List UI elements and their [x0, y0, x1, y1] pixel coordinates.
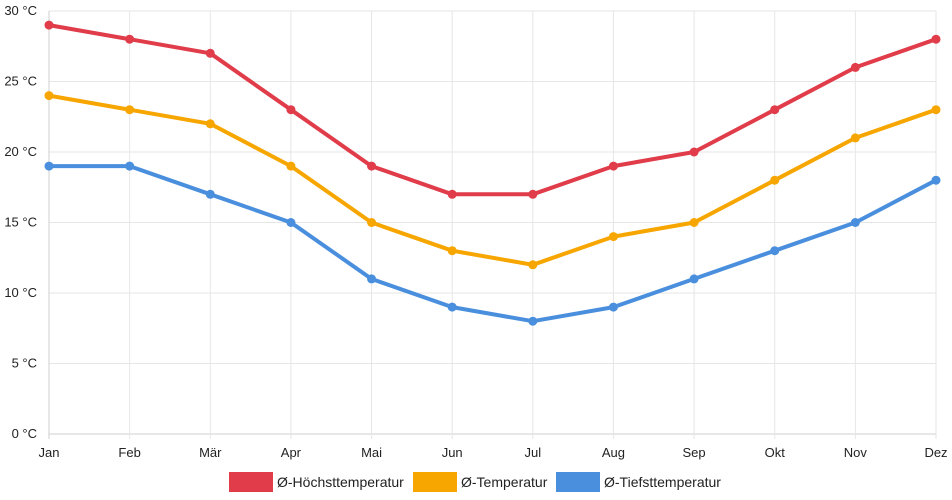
legend-label: Ø-Tiefsttemperatur	[604, 474, 721, 490]
data-point[interactable]	[205, 189, 215, 199]
x-tick-label: Okt	[765, 445, 786, 460]
legend-swatch	[413, 472, 457, 492]
series-line	[47, 164, 938, 324]
data-point[interactable]	[44, 91, 54, 101]
data-point[interactable]	[447, 189, 457, 199]
axis-layer: 0 °C 5 °C 10 °C 15 °C 20 °C 25 °C 30 °C Jan Feb M…	[4, 3, 947, 460]
data-point[interactable]	[689, 147, 699, 157]
legend-label: Ø-Höchsttemperatur	[277, 474, 404, 490]
data-point[interactable]	[528, 260, 538, 270]
x-tick-label: Mai	[361, 445, 382, 460]
data-point[interactable]	[528, 316, 538, 326]
data-point[interactable]	[286, 161, 296, 171]
data-point[interactable]	[44, 161, 54, 171]
x-tick-label: Mär	[199, 445, 222, 460]
data-point[interactable]	[447, 246, 457, 256]
y-tick-label: 15 °C	[4, 215, 37, 230]
legend-swatch	[556, 472, 600, 492]
x-tick-label: Dez	[924, 445, 947, 460]
grid-layer	[48, 10, 937, 439]
legend-swatch	[229, 472, 273, 492]
x-tick-label: Sep	[683, 445, 706, 460]
x-tick-label: Jul	[525, 445, 542, 460]
y-tick-label: 25 °C	[4, 74, 37, 89]
data-point[interactable]	[125, 161, 135, 171]
data-point[interactable]	[850, 133, 860, 143]
legend-item-3[interactable]: Ø-Tiefsttemperatur	[556, 472, 721, 492]
y-tick-label: 10 °C	[4, 285, 37, 300]
data-point[interactable]	[367, 218, 377, 227]
data-point[interactable]	[770, 175, 780, 185]
legend: Ø-Höchsttemperatur Ø-Temperatur Ø-Tiefstte…	[229, 472, 721, 492]
legend-label: Ø-Temperatur	[461, 474, 548, 490]
data-point[interactable]	[528, 189, 538, 199]
data-point[interactable]	[850, 62, 860, 72]
x-tick-label: Nov	[844, 445, 868, 460]
data-point[interactable]	[850, 218, 860, 227]
y-tick-label: 0 °C	[12, 426, 37, 441]
data-point[interactable]	[931, 175, 941, 185]
data-point[interactable]	[125, 105, 135, 115]
data-point[interactable]	[125, 34, 135, 44]
series-line	[47, 93, 938, 267]
data-point[interactable]	[689, 218, 699, 227]
y-tick-label: 30 °C	[4, 3, 37, 18]
x-tick-label: Jan	[39, 445, 60, 460]
data-point[interactable]	[44, 20, 54, 30]
series-2	[44, 91, 941, 270]
data-point[interactable]	[608, 232, 618, 242]
data-point[interactable]	[367, 274, 377, 284]
x-tick-label: Jun	[442, 445, 463, 460]
data-point[interactable]	[205, 48, 215, 58]
data-point[interactable]	[608, 302, 618, 312]
data-point[interactable]	[931, 105, 941, 115]
series-1	[44, 20, 941, 199]
data-point[interactable]	[931, 34, 941, 44]
data-point[interactable]	[770, 105, 780, 115]
y-tick-label: 20 °C	[4, 144, 37, 159]
data-point[interactable]	[447, 302, 457, 312]
legend-item-2[interactable]: Ø-Temperatur	[413, 472, 548, 492]
data-point[interactable]	[770, 246, 780, 256]
series-line	[47, 23, 938, 197]
data-point[interactable]	[608, 161, 618, 171]
series-layer	[44, 20, 941, 326]
data-point[interactable]	[286, 218, 296, 227]
x-tick-label: Feb	[118, 445, 140, 460]
y-tick-label: 5 °C	[12, 356, 37, 371]
x-tick-label: Aug	[602, 445, 625, 460]
series-3	[44, 161, 941, 326]
legend-item-1[interactable]: Ø-Höchsttemperatur	[229, 472, 404, 492]
data-point[interactable]	[286, 105, 296, 115]
data-point[interactable]	[205, 119, 215, 129]
data-point[interactable]	[367, 161, 377, 171]
x-tick-label: Apr	[281, 445, 302, 460]
data-point[interactable]	[689, 274, 699, 284]
